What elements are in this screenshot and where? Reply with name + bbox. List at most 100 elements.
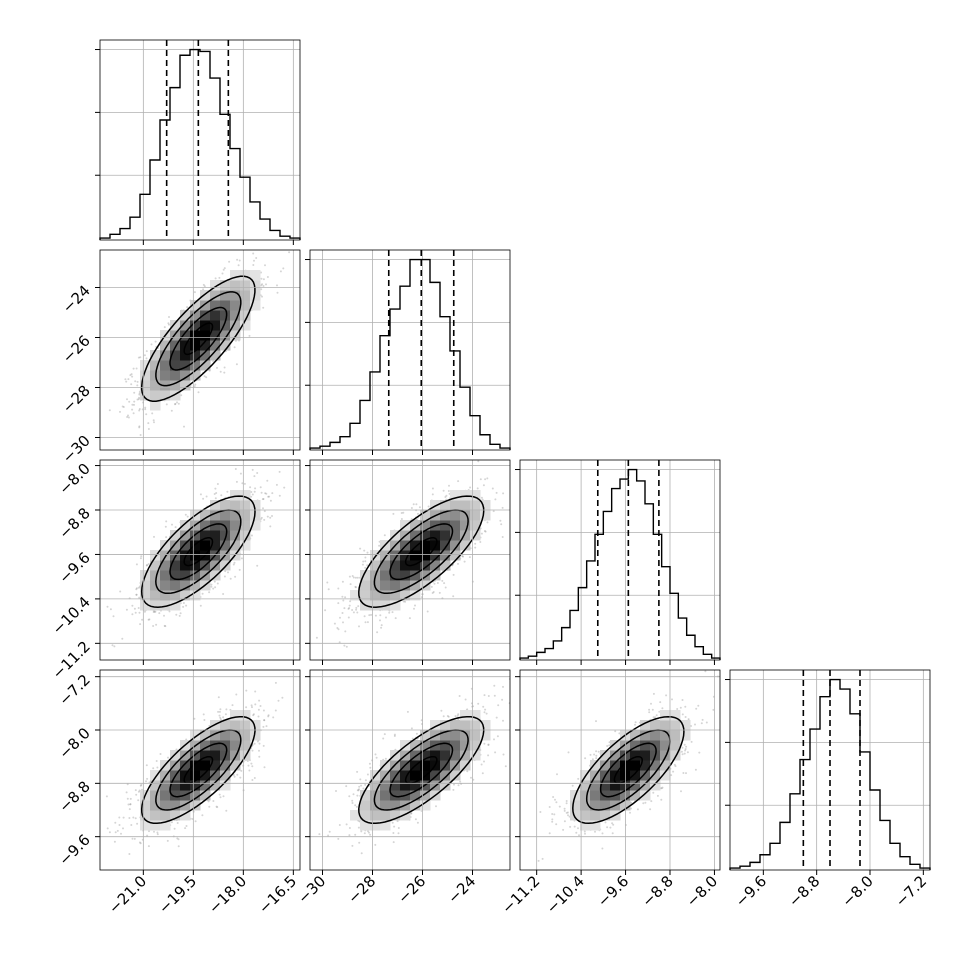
density-cell <box>440 510 451 521</box>
density-cell <box>410 570 421 581</box>
density-cell <box>210 510 221 521</box>
density-cell <box>460 530 471 541</box>
density-cell <box>250 520 261 531</box>
histogram-bar <box>587 561 595 660</box>
scatter-point <box>349 583 352 586</box>
scatter-point <box>119 590 122 593</box>
y-tick-label: −8.8 <box>55 504 93 542</box>
density-cell <box>240 540 251 551</box>
scatter-point <box>252 264 255 266</box>
density-cell <box>240 530 251 541</box>
scatter-point <box>278 494 281 497</box>
density-cell <box>230 320 241 331</box>
scatter-point <box>283 486 286 489</box>
hist-param-1 <box>95 39 301 245</box>
scatter-point <box>139 557 142 560</box>
density-cell <box>410 590 421 601</box>
density-cell <box>220 300 231 311</box>
density-cell <box>220 520 231 531</box>
density-cell <box>170 370 181 381</box>
scatter-point <box>145 357 148 360</box>
scatter-point <box>158 612 161 615</box>
scatter-point <box>469 486 472 489</box>
histogram-outline <box>519 468 721 660</box>
scatter-point <box>260 277 263 280</box>
density-cell <box>230 310 241 321</box>
density-cell <box>150 550 161 561</box>
density-cell <box>150 400 161 411</box>
y-tick-label: −11.2 <box>49 637 94 682</box>
scatter-point <box>152 625 155 627</box>
scatter-point <box>182 605 185 608</box>
density-cell <box>210 330 221 341</box>
hist-param-2 <box>305 249 511 455</box>
scatter-point <box>484 530 487 533</box>
scatter-point <box>438 591 441 594</box>
scatter-point <box>262 278 265 281</box>
density-cell <box>140 360 151 371</box>
density-cell <box>190 370 201 381</box>
scatter-point <box>182 602 185 604</box>
histogram-bar <box>562 628 570 660</box>
density-cell <box>460 500 471 511</box>
scatter-point <box>203 285 206 288</box>
scatter-point <box>139 434 142 436</box>
scatter-point <box>145 350 148 353</box>
scatter-point <box>357 605 360 608</box>
scatter-point <box>447 490 450 492</box>
scatter-point <box>352 611 355 614</box>
scatter-point <box>167 322 170 325</box>
scatter-point <box>199 493 202 496</box>
histogram-bar <box>370 372 380 450</box>
scatter-point <box>410 518 413 521</box>
scatter-point <box>153 535 155 538</box>
scatter-point <box>129 374 132 377</box>
scatter-point <box>259 246 261 248</box>
histogram-bar <box>180 55 190 240</box>
scatter-point <box>278 470 281 473</box>
density-cell <box>400 590 411 601</box>
contour-line <box>404 537 438 567</box>
density-cell <box>200 360 211 371</box>
scatter-point <box>106 457 108 459</box>
scatter-point <box>156 833 159 836</box>
density-cell <box>410 540 421 551</box>
scatter-point <box>355 606 358 609</box>
density-cell <box>200 330 211 341</box>
histogram-bar <box>130 217 140 240</box>
density-cell <box>430 560 441 571</box>
scatter-point <box>202 288 205 291</box>
density-cell <box>150 390 161 401</box>
scatter-point <box>133 837 136 840</box>
histogram-bar <box>830 680 840 870</box>
scatter-point <box>219 370 222 373</box>
density-cell <box>450 510 461 521</box>
histogram-bar <box>578 588 586 660</box>
scatter-point <box>229 577 232 580</box>
density-cell <box>190 300 201 311</box>
scatter-point <box>461 555 464 558</box>
scatter-point <box>213 580 216 583</box>
scatter-point <box>271 515 273 517</box>
density-cell <box>400 550 411 561</box>
scatter-point <box>185 604 188 607</box>
scatter-point <box>486 521 489 524</box>
scatter-point <box>144 406 147 409</box>
density-cell <box>240 510 251 521</box>
density-cell <box>170 560 181 571</box>
scatter-point <box>137 398 140 401</box>
scatter-point <box>348 604 351 607</box>
scatter-point <box>251 779 254 781</box>
density-cell <box>180 550 191 561</box>
scatter-point <box>83 427 85 429</box>
scatter-point <box>269 499 272 502</box>
scatter-point <box>193 385 196 388</box>
density-cell <box>200 290 211 301</box>
scatter-point <box>379 619 381 622</box>
scatter-point <box>137 356 140 359</box>
scatter-point <box>347 607 350 610</box>
scatter-point <box>145 564 148 567</box>
density-cell <box>200 320 211 331</box>
scatter-point <box>474 546 477 549</box>
